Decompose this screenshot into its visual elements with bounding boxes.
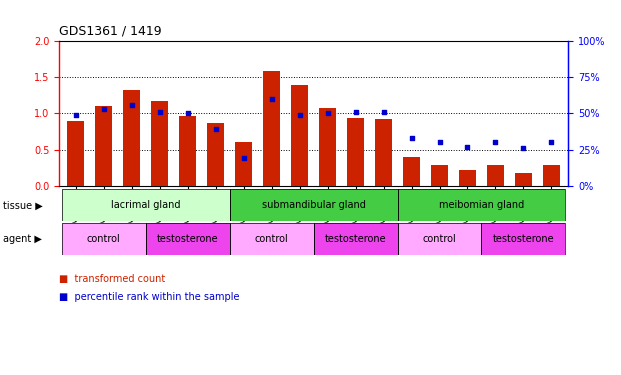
Point <box>211 126 220 132</box>
Point <box>546 140 556 146</box>
Bar <box>179 116 196 186</box>
Text: meibomian gland: meibomian gland <box>439 200 524 210</box>
Bar <box>146 223 230 255</box>
Point <box>351 109 361 115</box>
Bar <box>235 142 252 186</box>
Bar <box>481 223 565 255</box>
Point <box>71 112 81 118</box>
Bar <box>230 223 314 255</box>
Bar <box>152 101 168 186</box>
Text: testosterone: testosterone <box>157 234 219 244</box>
Point <box>266 96 276 102</box>
Bar <box>62 223 146 255</box>
Text: testosterone: testosterone <box>492 234 555 244</box>
Text: control: control <box>423 234 456 244</box>
Text: agent ▶: agent ▶ <box>3 234 42 244</box>
Point <box>435 140 445 146</box>
Bar <box>314 223 397 255</box>
Point <box>238 155 248 161</box>
Text: ■  percentile rank within the sample: ■ percentile rank within the sample <box>59 292 240 303</box>
Bar <box>431 165 448 186</box>
Bar <box>487 165 504 186</box>
Bar <box>124 90 140 186</box>
Bar <box>397 189 565 221</box>
Point <box>294 112 304 118</box>
Bar <box>68 121 84 186</box>
Bar <box>375 119 392 186</box>
Text: control: control <box>255 234 289 244</box>
Bar <box>543 165 560 186</box>
Bar <box>263 71 280 186</box>
Text: lacrimal gland: lacrimal gland <box>111 200 181 210</box>
Bar <box>96 106 112 186</box>
Bar <box>515 172 532 186</box>
Point <box>155 109 165 115</box>
Point <box>99 106 109 112</box>
Bar <box>230 189 397 221</box>
Text: GDS1361 / 1419: GDS1361 / 1419 <box>59 24 161 38</box>
Point <box>491 140 501 146</box>
Point <box>127 102 137 108</box>
Point <box>183 110 193 116</box>
Point <box>323 110 333 116</box>
Point <box>519 145 528 151</box>
Text: submandibular gland: submandibular gland <box>261 200 366 210</box>
Bar <box>397 223 481 255</box>
Point <box>407 135 417 141</box>
Bar <box>207 123 224 186</box>
Point <box>379 109 389 115</box>
Bar <box>459 171 476 186</box>
Text: control: control <box>87 234 120 244</box>
Text: testosterone: testosterone <box>325 234 386 244</box>
Bar <box>291 85 308 186</box>
Point <box>463 144 473 150</box>
Bar <box>319 108 336 186</box>
Bar <box>347 118 364 186</box>
Bar <box>62 189 230 221</box>
Text: ■  transformed count: ■ transformed count <box>59 274 165 284</box>
Text: tissue ▶: tissue ▶ <box>3 200 43 210</box>
Bar <box>403 158 420 186</box>
